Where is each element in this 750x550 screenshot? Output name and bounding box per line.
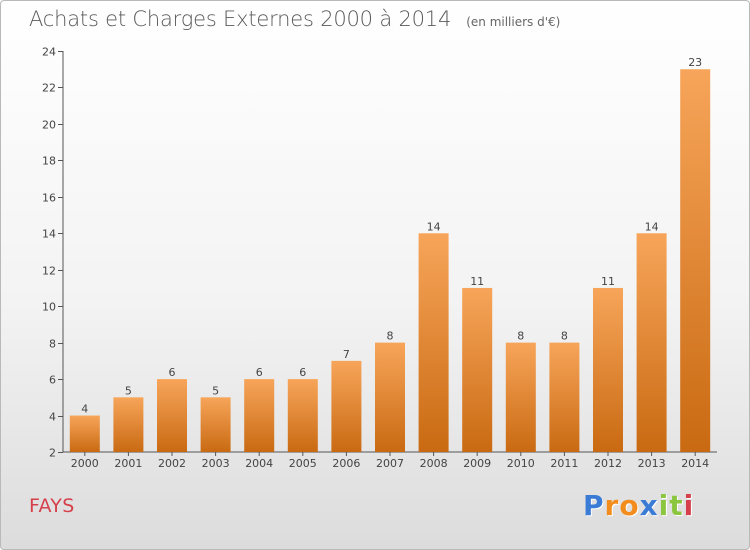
bar — [680, 69, 711, 453]
x-tick-label: 2008 — [420, 457, 448, 470]
logo-letter: i — [658, 489, 670, 522]
y-tick-label: 2 — [49, 447, 56, 460]
bar — [157, 379, 187, 452]
y-tick-label: 14 — [42, 228, 56, 241]
logo-letter: i — [683, 489, 695, 522]
value-label: 8 — [387, 330, 394, 343]
bar — [69, 415, 100, 452]
x-tick-label: 2003 — [202, 457, 230, 470]
x-tick-label: 2014 — [681, 457, 709, 470]
value-label: 6 — [299, 366, 306, 379]
x-tick-label: 2007 — [376, 457, 404, 470]
y-tick-label: 4 — [49, 411, 56, 424]
chart-unit: (en milliers d'€) — [466, 15, 561, 29]
bar — [200, 397, 231, 452]
x-tick-label: 2010 — [507, 457, 535, 470]
bar — [636, 233, 667, 452]
y-tick-label: 24 — [42, 46, 56, 59]
y-tick-label: 16 — [42, 192, 56, 205]
bar — [331, 360, 362, 452]
proxiti-logo: Proxiti — [583, 489, 694, 522]
value-label: 5 — [212, 384, 219, 397]
x-tick-label: 2013 — [638, 457, 666, 470]
value-label: 11 — [601, 275, 615, 288]
bar — [418, 233, 449, 452]
value-label: 14 — [427, 220, 441, 233]
y-tick-label: 8 — [49, 338, 56, 351]
y-tick-label: 22 — [42, 82, 56, 95]
x-tick-label: 2005 — [289, 457, 317, 470]
y-tick-label: 10 — [42, 301, 56, 314]
x-tick-label: 2004 — [245, 457, 273, 470]
value-label: 4 — [81, 403, 88, 416]
y-tick-label: 20 — [42, 119, 56, 132]
x-tick-label: 2006 — [332, 457, 360, 470]
y-tick-label: 6 — [49, 374, 56, 387]
value-label: 6 — [169, 366, 176, 379]
value-label: 7 — [343, 348, 350, 361]
logo-letter: x — [639, 489, 659, 522]
commune-name: FAYS — [29, 495, 75, 517]
y-tick-label: 18 — [42, 155, 56, 168]
logo-letter: P — [583, 489, 605, 522]
bar — [375, 342, 405, 452]
value-label: 8 — [517, 330, 524, 343]
logo-letter: t — [669, 489, 684, 522]
bar — [593, 287, 623, 452]
chart-title-text: Achats et Charges Externes 2000 à 2014 — [29, 7, 452, 31]
y-tick-label: 12 — [42, 265, 56, 278]
value-label: 14 — [645, 220, 659, 233]
bar — [549, 342, 580, 452]
logo-letter: o — [619, 489, 640, 522]
x-tick-label: 2009 — [463, 457, 491, 470]
x-tick-label: 2001 — [114, 457, 142, 470]
bar — [462, 287, 493, 452]
value-label: 8 — [561, 330, 568, 343]
x-tick-label: 2002 — [158, 457, 186, 470]
bar — [113, 397, 144, 452]
x-tick-label: 2000 — [71, 457, 99, 470]
bar — [287, 379, 318, 452]
value-label: 11 — [470, 275, 484, 288]
value-label: 5 — [125, 384, 132, 397]
x-tick-label: 2011 — [550, 457, 578, 470]
value-label: 23 — [688, 56, 702, 69]
x-tick-label: 2012 — [594, 457, 622, 470]
bar — [244, 379, 275, 452]
bar — [505, 342, 536, 452]
value-label: 6 — [256, 366, 263, 379]
logo-letter: r — [604, 489, 620, 522]
chart-title: Achats et Charges Externes 2000 à 2014 (… — [29, 7, 560, 31]
